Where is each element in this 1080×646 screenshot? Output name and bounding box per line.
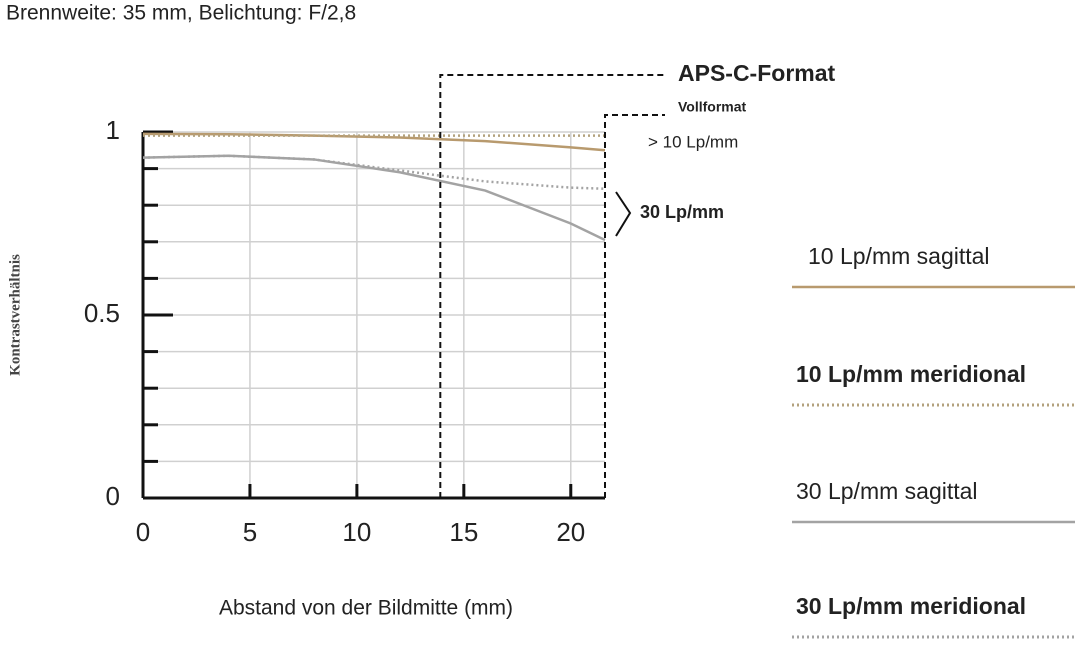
series-line <box>142 132 606 152</box>
legend-label: 30 Lp/mm meridional <box>796 593 1026 619</box>
format-marker <box>439 74 665 498</box>
legend-label: 10 Lp/mm sagittal <box>808 243 990 269</box>
group-label: > 10 Lp/mm <box>648 132 738 151</box>
legend-label: 30 Lp/mm sagittal <box>796 478 978 504</box>
x-tick-label: 20 <box>556 517 585 547</box>
legend-label: 10 Lp/mm meridional <box>796 361 1026 387</box>
y-axis-label: Kontrastverhältnis <box>7 254 23 376</box>
x-tick-label: 5 <box>243 517 257 547</box>
y-tick-label: 0 <box>106 481 120 511</box>
x-tick-label: 15 <box>449 517 478 547</box>
format-label: Vollformat <box>678 99 747 115</box>
y-tick-label: 1 <box>106 115 120 145</box>
brace <box>615 191 632 237</box>
y-tick-label: 0.5 <box>84 298 120 328</box>
format-marker <box>604 114 665 498</box>
chart-title: Brennweite: 35 mm, Belichtung: F/2,8 <box>6 2 356 25</box>
series-line <box>142 154 606 190</box>
x-tick-label: 10 <box>342 517 371 547</box>
format-label: APS-C-Format <box>678 60 836 86</box>
x-tick-label: 0 <box>136 517 150 547</box>
x-axis-label: Abstand von der Bildmitte (mm) <box>219 597 513 620</box>
group-label: 30 Lp/mm <box>640 202 724 222</box>
